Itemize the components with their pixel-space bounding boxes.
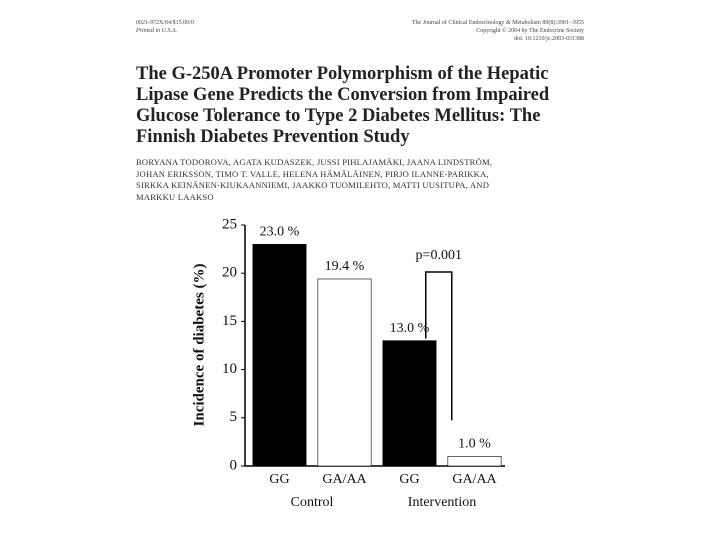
value-label: 23.0 % — [260, 224, 300, 239]
y-tick-label: 15 — [222, 313, 237, 329]
author-line: SIRKKA KEINÄNEN-KIUKAANNIEMI, JAAKKO TUO… — [136, 180, 490, 190]
y-tick-label: 10 — [222, 361, 237, 377]
bar — [447, 456, 502, 467]
significance-bracket — [425, 271, 453, 421]
title-line: Lipase Gene Predicts the Conversion from… — [136, 85, 550, 105]
x-tick-label: GG — [399, 472, 419, 487]
header-text: doi: 10.1210/jc.2003-031388 — [514, 36, 584, 42]
y-axis-label: Incidence of diabetes (%) — [191, 264, 207, 427]
value-label: 1.0 % — [458, 437, 491, 452]
header-text: 0021-972X/04/$15.00/0 — [136, 20, 194, 26]
annotation: p=0.001 — [416, 248, 462, 263]
bar — [252, 243, 307, 467]
y-tick-label: 5 — [230, 409, 238, 425]
group-label: Control — [291, 495, 334, 510]
x-tick-label: GA/AA — [322, 472, 367, 487]
authors: BORYANA TODOROVA, AGATA KUDASZEK, JUSSI … — [136, 157, 492, 203]
header-text: Printed in U.S.A. — [136, 28, 178, 34]
author-line: BORYANA TODOROVA, AGATA KUDASZEK, JUSSI … — [136, 157, 493, 167]
y-tick-label: 0 — [230, 457, 238, 473]
header-text: Copyright © 2004 by The Endocrine Societ… — [476, 28, 584, 34]
x-tick-label: GA/AA — [452, 472, 497, 487]
author-line: MARKKU LAAKSO — [136, 191, 214, 202]
bar — [382, 340, 437, 467]
header-text: The Journal of Clinical Endocrinology & … — [411, 20, 584, 26]
header-left: 0021-972X/04/$15.00/0 Printed in U.S.A. — [136, 19, 194, 35]
title-line: The G-250A Promoter Polymorphism of the … — [136, 64, 549, 84]
value-label: 13.0 % — [390, 321, 430, 336]
y-tick-label: 25 — [222, 216, 237, 232]
bar — [317, 278, 372, 467]
y-tick-label: 20 — [222, 265, 237, 281]
header-right: The Journal of Clinical Endocrinology & … — [412, 19, 584, 43]
group-label: Intervention — [408, 495, 476, 510]
x-tick-label: GG — [269, 472, 289, 487]
title-line: Finnish Diabetes Prevention Study — [136, 127, 410, 147]
value-label: 19.4 % — [325, 259, 365, 274]
title-line: Glucose Tolerance to Type 2 Diabetes Mel… — [136, 106, 541, 126]
paper-title: The G-250A Promoter Polymorphism of the … — [136, 64, 549, 148]
author-line: JOHAN ERIKSSON, TIMO T. VALLE, HELENA HÄ… — [136, 168, 489, 179]
